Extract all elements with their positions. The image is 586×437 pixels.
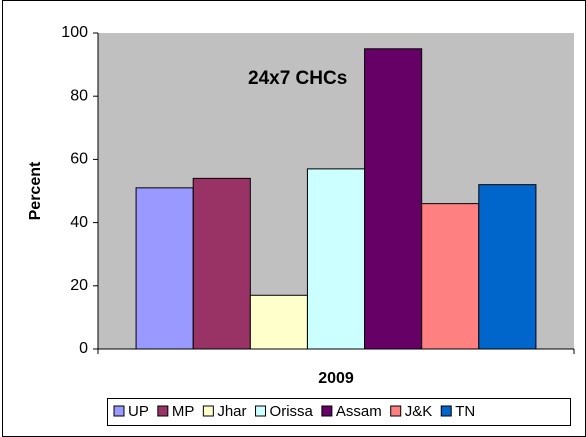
legend-label: Assam: [336, 403, 382, 420]
y-tick-label: 20: [70, 277, 88, 294]
y-tick-label: 100: [61, 24, 88, 41]
legend-label: J&K: [405, 403, 433, 420]
y-tick-label: 40: [70, 214, 88, 231]
legend-box: [107, 398, 571, 426]
legend-swatch: [321, 405, 333, 417]
bar: [364, 48, 423, 350]
y-tick-label: 80: [70, 87, 88, 104]
legend-label: UP: [128, 403, 149, 420]
legend-swatch: [390, 405, 402, 417]
legend-swatch: [255, 405, 267, 417]
legend-label: TN: [455, 403, 475, 420]
bar: [306, 168, 366, 350]
legend-swatch: [202, 405, 214, 417]
legend-label: MP: [172, 403, 195, 420]
bar: [249, 294, 308, 350]
legend-swatch: [440, 405, 452, 417]
bar: [478, 184, 537, 350]
legend-label: Orissa: [270, 403, 314, 420]
legend-swatch: [157, 405, 169, 417]
bar: [135, 187, 194, 350]
y-tick-label: 0: [79, 340, 88, 357]
annotation: 24x7 CHCs: [248, 68, 347, 89]
legend-swatch: [113, 405, 125, 417]
x-tick-label: 2009: [318, 370, 354, 387]
bar: [192, 177, 251, 350]
y-tick-label: 60: [70, 151, 88, 168]
legend-label: Jhar: [217, 403, 246, 420]
bar: [421, 203, 480, 350]
y-axis-label: Percent: [27, 161, 44, 220]
